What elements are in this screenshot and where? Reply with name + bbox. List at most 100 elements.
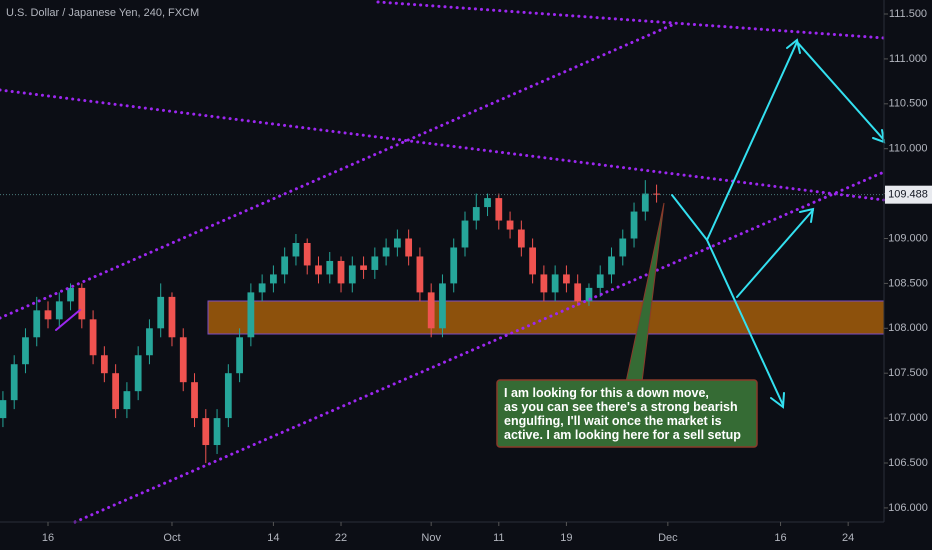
candle-body [348,265,356,284]
drawings [0,0,886,524]
candle-body [236,337,243,374]
candle-body [89,319,97,356]
candle-body [439,283,446,329]
candle-body [247,292,255,338]
arrow-head [799,207,815,223]
candle-body [405,238,413,257]
candle-body [157,296,165,329]
candle-body [529,247,536,275]
candle-body [461,220,469,248]
trend-line [73,170,886,524]
candle-body [371,256,379,270]
x-tick-label: Nov [421,532,441,544]
x-tick-label: Dec [658,532,678,544]
projection-arrow [671,40,885,242]
y-tick-label: 109.000 [888,232,928,244]
candle-body [630,211,638,239]
x-tick-label: 16 [42,532,54,544]
candle-body [123,391,131,410]
candle-body [146,328,153,356]
candle-body [653,193,660,195]
x-tick-label: 14 [267,532,279,544]
callout-text: engulfing, I'll wait once the market is [504,414,722,428]
candle-body [484,198,491,208]
y-tick-label: 110.500 [889,98,928,110]
y-tick-label: 107.500 [888,367,928,379]
trend-line [376,0,886,40]
last-price-box [885,185,932,204]
callout-box [496,379,758,448]
candle-body [495,198,503,221]
candle-body [551,274,559,293]
candle-body [517,229,525,248]
y-tick-label: 106.000 [888,502,928,514]
last-price-label: 109.488 [888,189,928,201]
candle-body [44,310,52,320]
candle-body [506,220,514,230]
arrow-head [786,38,801,54]
candle-body [303,242,311,266]
candle-body [33,310,41,338]
y-tick-label: 110.000 [889,143,928,155]
candle-body [191,382,198,419]
candle-body [326,260,334,275]
y-tick-label: 111.500 [889,8,927,20]
x-tick-label: 16 [774,532,786,544]
candle-body [540,274,548,293]
callout-text: as you can see there's a strong bearish [504,400,738,414]
candle-body [416,256,424,293]
candle-body [337,260,345,284]
candle-body [168,296,176,338]
x-tick-label: 24 [842,532,854,544]
candle-body [134,355,142,392]
y-tick-label: 108.500 [888,277,928,289]
candle-body [596,274,604,288]
callout-text: active. I am looking here for a sell set… [504,428,741,442]
candle-body [67,287,74,302]
candle-body [270,274,277,284]
candle-body [100,355,108,374]
y-tick-label: 111.000 [889,53,927,65]
candle-body [10,364,18,401]
candle-body [258,283,266,293]
candle-body [360,265,367,270]
arrow-head [770,392,785,409]
candle-body [78,287,86,320]
candle-body [641,193,649,212]
x-tick-label: 11 [493,532,504,544]
annotation: I am looking for this a down move, as yo… [496,202,758,448]
candle-body [213,418,221,446]
candle-body [179,337,187,383]
x-tick-label: 22 [335,532,347,544]
chart-title: U.S. Dollar / Japanese Yen, 240, FXCM [6,7,199,19]
candle-body [224,373,232,419]
trend-line [55,309,81,331]
projection-arrow [706,239,784,406]
candle-body [202,418,210,446]
candle-body [393,238,401,248]
candle-body [585,287,593,302]
x-tick-label: Oct [163,532,180,544]
callout-text: I am looking for this a down move, [504,386,709,400]
trend-line [0,88,886,202]
candle-body [22,337,29,365]
candle-body [382,247,390,257]
candle-body [55,301,63,320]
candle-body [281,256,289,275]
candles [0,180,884,464]
y-tick-label: 108.000 [888,322,928,334]
candle-body [292,242,300,257]
candle-body [608,256,615,275]
candle-body [315,265,322,275]
candle-body [112,373,120,410]
projection-arrow [736,209,814,298]
candle-body [0,400,7,419]
trend-line [0,23,674,320]
candle-body [563,274,570,284]
x-tick-label: 19 [560,532,572,544]
candle-body [450,247,458,284]
y-tick-label: 107.000 [888,412,928,424]
candle-body [472,207,480,221]
